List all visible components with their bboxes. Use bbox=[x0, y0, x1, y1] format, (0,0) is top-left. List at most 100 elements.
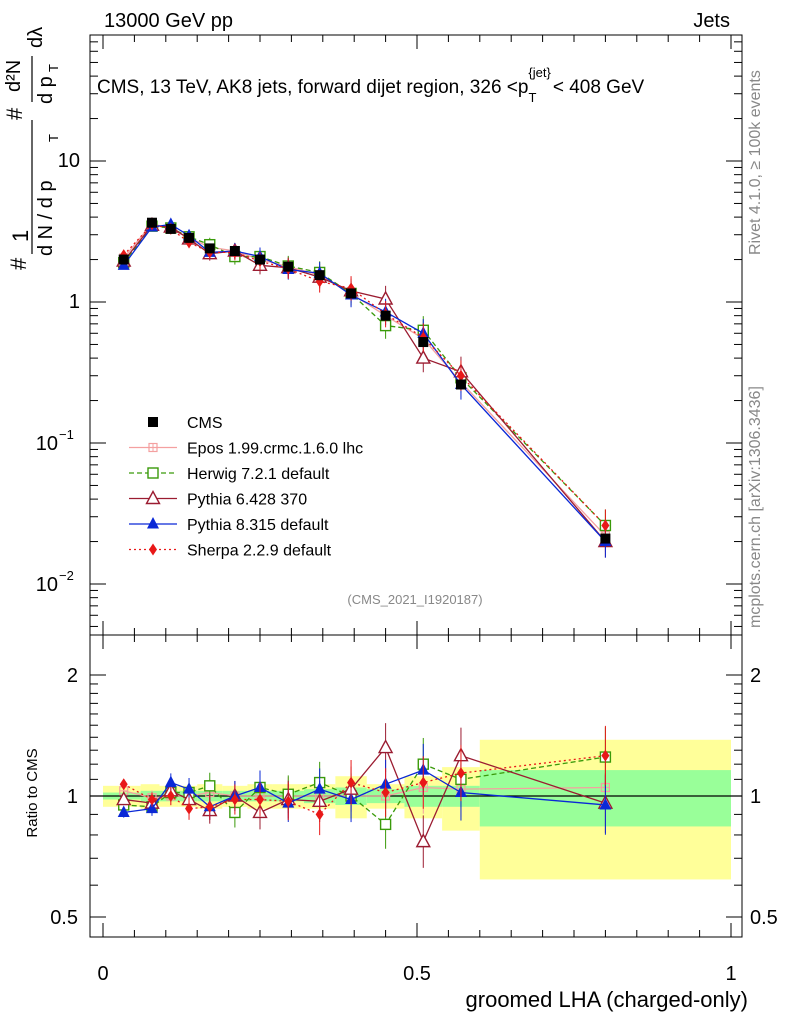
legend-marker-4 bbox=[149, 543, 157, 556]
series-4-point bbox=[456, 369, 465, 382]
cms-data-point bbox=[346, 288, 357, 299]
series-4-ratio-point bbox=[381, 786, 390, 799]
category-label: Jets bbox=[693, 10, 730, 32]
ylabel-frac2-num: d²N bbox=[3, 60, 25, 92]
series-4-ratio-point bbox=[284, 795, 293, 808]
xtick-0p5: 0.5 bbox=[403, 963, 431, 985]
ylabel-tail: dλ bbox=[25, 27, 47, 48]
ylabel-frac-den: d N / d p bbox=[35, 180, 57, 256]
series-ratio bbox=[116, 723, 614, 868]
ytick-top-0p01-exp: −2 bbox=[59, 568, 74, 583]
series-2-point bbox=[415, 349, 431, 364]
series-4-ratio-point bbox=[315, 808, 324, 821]
series-2-ratio-point bbox=[116, 791, 132, 806]
series-4-ratio-point bbox=[419, 776, 428, 789]
series-4-ratio-point bbox=[205, 800, 214, 813]
ytick-top-1: 1 bbox=[69, 291, 80, 313]
series-2-ratio-point bbox=[377, 739, 394, 754]
ylabel-hash2: # bbox=[2, 107, 27, 120]
ytick-top-0p1-exp: −1 bbox=[59, 427, 74, 442]
ylabel-sub2: T bbox=[46, 64, 61, 72]
mcplots-label: mcplots.cern.ch [arXiv:1306.3436] bbox=[747, 386, 764, 628]
cms-data-point bbox=[184, 232, 195, 243]
legend-marker-1 bbox=[147, 467, 159, 479]
ytick-bottom-right-2: 2 bbox=[750, 665, 761, 687]
legend-marker-2 bbox=[145, 490, 161, 505]
series-1-ratio-line bbox=[123, 756, 606, 826]
ylabel-hash1: # bbox=[6, 257, 31, 270]
ytick-bottom-right-1: 1 bbox=[750, 786, 761, 808]
series-1-ratio-point bbox=[204, 780, 216, 792]
title-sub: T bbox=[528, 90, 536, 105]
y-axis-label-top: # 1 d N / d p T # d²N d p T dλ bbox=[2, 27, 61, 270]
series-4-ratio-point bbox=[119, 778, 128, 791]
legend-label-3: Pythia 8.315 default bbox=[187, 517, 329, 534]
plot-title: CMS, 13 TeV, AK8 jets, forward dijet reg… bbox=[97, 65, 645, 105]
cms-data-point bbox=[600, 533, 611, 544]
series-3-ratio-point bbox=[117, 805, 130, 817]
series-4-ratio-point bbox=[166, 790, 175, 802]
legend-marker-0 bbox=[148, 442, 158, 453]
series-4-ratio-point bbox=[456, 767, 465, 780]
y-axis-label-bottom: Ratio to CMS bbox=[24, 748, 41, 837]
xtick-1: 1 bbox=[725, 963, 736, 985]
cms-data-point bbox=[380, 310, 391, 321]
energy-label: 13000 GeV pp bbox=[104, 10, 233, 32]
cms-data-point bbox=[118, 254, 129, 265]
title-sup: {jet} bbox=[528, 65, 551, 80]
legend-label-0: Epos 1.99.crmc.1.6.0 lhc bbox=[187, 441, 363, 458]
legend-label-4: Sherpa 2.2.9 default bbox=[187, 543, 332, 560]
ytick-top-10: 10 bbox=[58, 150, 80, 172]
cms-data-point bbox=[455, 379, 466, 390]
series-4-point bbox=[601, 519, 610, 532]
rivet-label: Rivet 4.1.0, ≥ 100k events bbox=[747, 70, 764, 255]
series-4-ratio-line bbox=[123, 755, 606, 816]
series-4-ratio-point bbox=[256, 793, 264, 806]
ytick-bottom-2: 2 bbox=[67, 665, 78, 687]
series-4-ratio-point bbox=[601, 749, 610, 762]
cms-data-point bbox=[418, 337, 429, 348]
cms-data-point bbox=[229, 245, 240, 256]
xtick-0: 0 bbox=[97, 963, 108, 985]
legend-marker-3 bbox=[147, 517, 159, 529]
series-3-ratio-point bbox=[164, 775, 177, 788]
series-1-ratio-point bbox=[379, 818, 392, 831]
x-axis-label: groomed LHA (charged-only) bbox=[466, 987, 748, 1012]
ytick-bottom-0p5: 0.5 bbox=[50, 907, 78, 929]
series-3-ratio-point bbox=[599, 797, 612, 810]
cms-data-point bbox=[283, 261, 294, 272]
cms-data-point bbox=[314, 270, 325, 281]
series-3-ratio-point bbox=[313, 782, 326, 794]
ytick-top-0p1: 10 bbox=[36, 433, 58, 455]
ytick-top-0p01: 10 bbox=[36, 574, 58, 596]
title-main: CMS, 13 TeV, AK8 jets, forward dijet reg… bbox=[97, 77, 528, 98]
legend-label-cms: CMS bbox=[187, 415, 223, 432]
legend-label-1: Herwig 7.2.1 default bbox=[187, 466, 330, 483]
legend: CMS Epos 1.99.crmc.1.6.0 lhc Herwig 7.2.1 … bbox=[129, 415, 363, 560]
series-top bbox=[116, 216, 614, 558]
cms-data-point bbox=[165, 223, 176, 234]
series-0-line bbox=[123, 222, 606, 537]
ylabel-frac2-den: d p bbox=[35, 76, 57, 104]
legend-label-2: Pythia 6.428 370 bbox=[187, 492, 307, 509]
series-3-ratio-point bbox=[183, 782, 196, 794]
ytick-bottom-right-0p5: 0.5 bbox=[750, 907, 778, 929]
series-3-ratio-point bbox=[145, 801, 158, 814]
cms-data-point bbox=[146, 217, 157, 228]
analysis-id: (CMS_2021_I1920187) bbox=[347, 592, 482, 607]
ytick-bottom-1: 1 bbox=[67, 786, 78, 808]
series-4-ratio-point bbox=[185, 802, 194, 815]
cms-data-point bbox=[255, 254, 265, 265]
series-4-ratio-point bbox=[230, 793, 239, 806]
bottom-panel-frame bbox=[89, 634, 743, 938]
axis-ticks bbox=[90, 35, 742, 937]
series-4-ratio-point bbox=[347, 776, 356, 789]
series-2-ratio-point bbox=[415, 833, 431, 848]
cms-data-point bbox=[204, 243, 215, 254]
title-tail: < 408 GeV bbox=[553, 77, 645, 98]
ylabel-one: 1 bbox=[8, 230, 33, 242]
ylabel-sub1: T bbox=[46, 134, 61, 142]
series-4-ratio-point bbox=[147, 793, 156, 806]
legend-marker-cms bbox=[148, 417, 158, 427]
